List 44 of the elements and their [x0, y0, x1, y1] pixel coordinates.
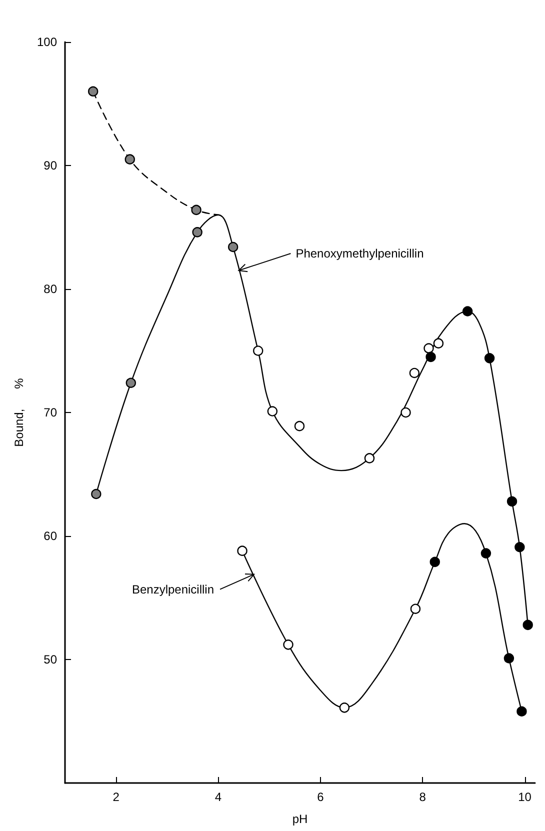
point [91, 488, 102, 500]
x-tick-label: 4 [214, 790, 222, 804]
point [294, 420, 305, 432]
point [267, 406, 278, 416]
point [88, 86, 98, 96]
point [504, 653, 514, 664]
point [283, 640, 294, 650]
point [506, 496, 518, 507]
x-tick-label: 10 [518, 790, 532, 804]
x-tick-label: 6 [317, 790, 324, 804]
point [191, 204, 202, 216]
y-tick-label: 60 [44, 529, 58, 543]
y-tick-label: 50 [44, 652, 58, 666]
x-tick-label: 2 [112, 790, 120, 804]
point [409, 368, 420, 378]
point [480, 548, 492, 558]
point [228, 242, 238, 252]
y-tick-label: 90 [44, 158, 58, 172]
y-axis-title: Bound, % [12, 378, 26, 447]
point [126, 378, 136, 388]
point [253, 346, 264, 356]
point [430, 556, 440, 568]
point [484, 353, 495, 364]
y-tick-label: 70 [44, 406, 58, 420]
point [400, 407, 411, 418]
point [339, 702, 350, 713]
point [462, 306, 473, 316]
y-tick-label: 100 [36, 35, 58, 49]
point [192, 227, 202, 238]
point [516, 706, 527, 716]
point [124, 154, 135, 164]
point [433, 338, 444, 348]
point [426, 352, 436, 362]
point [237, 546, 248, 556]
point [424, 343, 434, 354]
y-tick-label: 80 [44, 282, 58, 296]
x-tick-label: 8 [419, 790, 426, 804]
point [364, 453, 375, 464]
point [410, 604, 421, 614]
point [514, 542, 525, 552]
x-axis-title: pH [292, 812, 308, 826]
annotation: Benzylpenicillin [132, 582, 214, 596]
point [522, 620, 533, 630]
annotation: Phenoxymethylpenicillin [296, 246, 424, 260]
